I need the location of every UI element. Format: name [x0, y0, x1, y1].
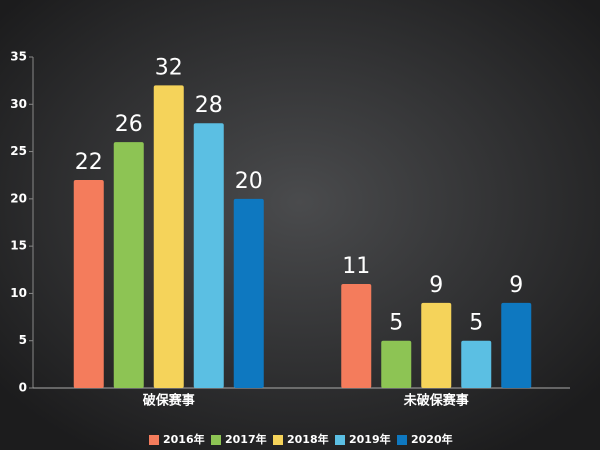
legend-swatch: [211, 435, 221, 445]
bar: [233, 198, 264, 388]
bar: [341, 283, 372, 388]
legend-swatch: [273, 435, 283, 445]
y-tick-label: 20: [10, 191, 27, 205]
legend-swatch: [149, 435, 159, 445]
legend-label: 2018年: [287, 432, 329, 446]
y-tick-label: 10: [10, 286, 27, 300]
value-label: 28: [195, 93, 223, 118]
value-label: 11: [342, 254, 370, 279]
legend-label: 2017年: [225, 432, 267, 446]
value-label: 26: [115, 112, 143, 137]
legend-swatch: [397, 435, 407, 445]
value-label: 9: [429, 273, 443, 298]
y-tick-label: 0: [19, 381, 27, 395]
bar: [461, 340, 492, 388]
legend-label: 2019年: [349, 432, 391, 446]
bar: [73, 179, 104, 388]
value-label: 32: [155, 55, 183, 80]
bar: [153, 85, 184, 388]
value-label: 20: [235, 169, 263, 194]
bar: [193, 123, 224, 388]
y-tick-label: 30: [10, 97, 27, 111]
bar: [113, 142, 144, 388]
legend-label: 2020年: [411, 432, 453, 446]
value-label: 5: [389, 311, 403, 336]
bar: [501, 302, 532, 388]
bar: [381, 340, 412, 388]
legend-label: 2016年: [163, 432, 205, 446]
x-tick-label: 未破保赛事: [403, 393, 469, 409]
value-label: 22: [75, 150, 103, 175]
y-tick-label: 35: [10, 50, 27, 64]
legend-swatch: [335, 435, 345, 445]
y-tick-label: 15: [10, 239, 27, 253]
y-tick-label: 5: [19, 333, 27, 347]
x-tick-label: 破保赛事: [143, 393, 195, 409]
bar: [421, 302, 452, 388]
value-label: 5: [469, 311, 483, 336]
y-tick-label: 25: [10, 144, 27, 158]
value-label: 9: [509, 273, 523, 298]
